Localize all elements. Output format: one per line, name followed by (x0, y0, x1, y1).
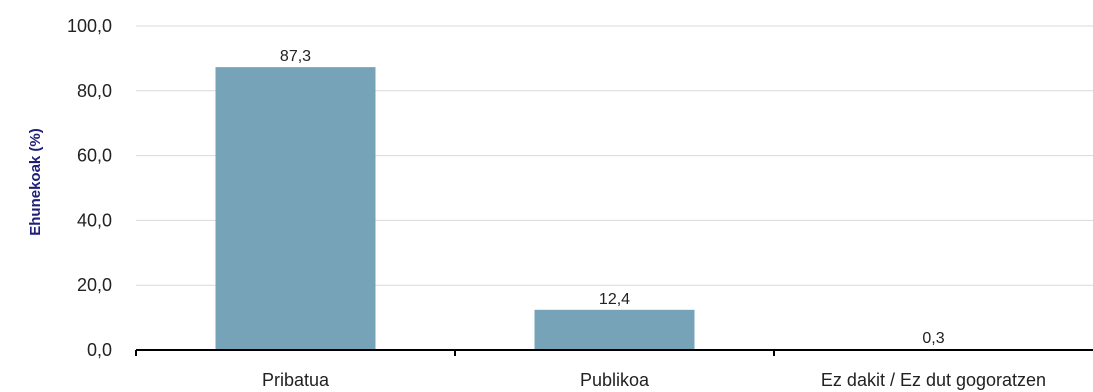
bar (534, 309, 695, 350)
y-tick-label: 100,0 (67, 16, 112, 36)
data-label: 12,4 (599, 291, 630, 308)
x-tick-label: Pribatua (262, 370, 330, 390)
x-tick-label: Ez dakit / Ez dut gogoratzen (821, 370, 1046, 390)
x-tick-label: Publikoa (580, 370, 650, 390)
y-tick-label: 20,0 (77, 275, 112, 295)
y-tick-label: 80,0 (77, 81, 112, 101)
data-label: 87,3 (280, 48, 311, 65)
y-tick-label: 60,0 (77, 146, 112, 166)
labels: 0,0 20,0 40,0 60,0 80,0 100,0 87,3 Pribatua 12,4… (67, 16, 1046, 390)
bar (215, 67, 376, 350)
y-tick-label: 0,0 (87, 340, 112, 360)
y-tick-label: 40,0 (77, 210, 112, 230)
y-axis-title: Ehunekoak (%) (27, 128, 44, 236)
axes (135, 349, 1093, 356)
data-label: 0,3 (922, 330, 944, 347)
